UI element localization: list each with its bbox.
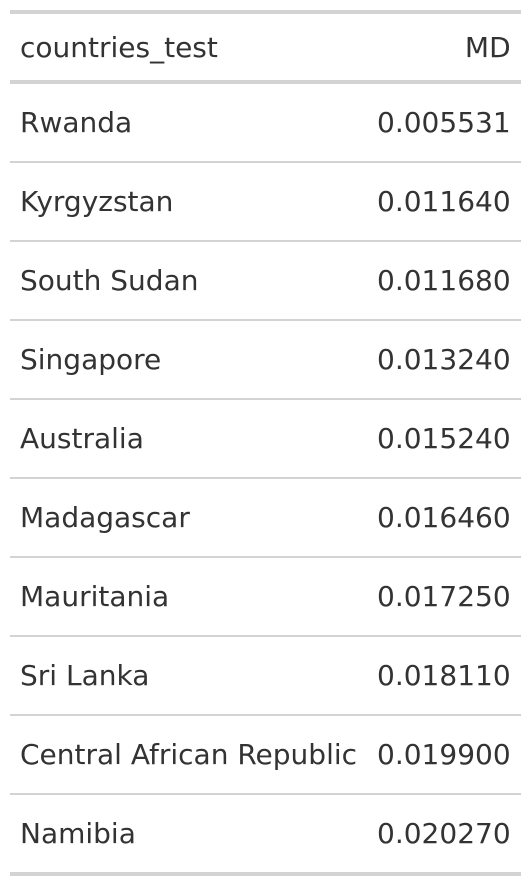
table-row: South Sudan 0.011680 (10, 241, 521, 321)
md-cell: 0.005531 (367, 82, 521, 163)
country-cell: South Sudan (10, 241, 368, 321)
md-cell: 0.011680 (367, 241, 521, 321)
country-cell: Rwanda (10, 82, 368, 163)
md-cell: 0.016460 (367, 478, 521, 558)
data-table: countries_test MD Rwanda 0.005531 Kyrgyz… (10, 10, 521, 876)
table-row: Madagascar 0.016460 (10, 478, 521, 558)
country-cell: Mauritania (10, 557, 368, 637)
country-cell: Kyrgyzstan (10, 162, 368, 242)
table-body: Rwanda 0.005531 Kyrgyzstan 0.011640 Sout… (10, 82, 521, 876)
md-cell: 0.017250 (367, 557, 521, 637)
country-cell: Madagascar (10, 478, 368, 558)
table-row: Mauritania 0.017250 (10, 557, 521, 637)
table-row: Sri Lanka 0.018110 (10, 636, 521, 716)
table-row: Kyrgyzstan 0.011640 (10, 162, 521, 242)
md-cell: 0.018110 (367, 636, 521, 716)
country-cell: Central African Republic (10, 715, 368, 795)
md-cell: 0.013240 (367, 320, 521, 400)
country-cell: Namibia (10, 794, 368, 876)
md-cell: 0.020270 (367, 794, 521, 876)
column-header-md: MD (464, 30, 511, 64)
table-row: Central African Republic 0.019900 (10, 715, 521, 795)
data-table-container: countries_test MD Rwanda 0.005531 Kyrgyz… (10, 10, 521, 876)
table-row: Singapore 0.013240 (10, 320, 521, 400)
country-cell: Singapore (10, 320, 368, 400)
header-row: countries_test MD (10, 12, 521, 82)
md-cell: 0.011640 (367, 162, 521, 242)
country-cell: Sri Lanka (10, 636, 368, 716)
column-header-countries: countries_test (20, 30, 218, 64)
table-row: Australia 0.015240 (10, 399, 521, 479)
table-row: Namibia 0.020270 (10, 794, 521, 876)
md-cell: 0.019900 (367, 715, 521, 795)
table-row: Rwanda 0.005531 (10, 82, 521, 163)
country-cell: Australia (10, 399, 368, 479)
md-cell: 0.015240 (367, 399, 521, 479)
table-header: countries_test MD (10, 12, 521, 82)
